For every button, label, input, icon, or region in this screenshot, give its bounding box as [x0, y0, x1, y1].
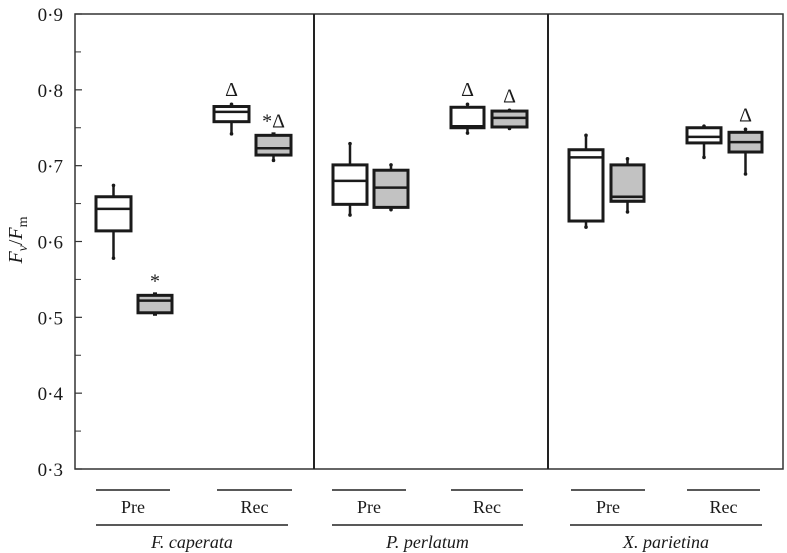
phase-label: Pre — [357, 497, 381, 517]
iqr-box — [449, 105, 486, 130]
box-white-pre — [331, 141, 369, 217]
box-white-rec: Δ — [449, 79, 486, 135]
iqr-box — [212, 105, 251, 124]
iqr-box — [331, 163, 369, 206]
svg-text:Fv/Fm: Fv/Fm — [5, 216, 31, 264]
significance-annotation: * — [150, 270, 160, 292]
box-series: *Δ*ΔΔ ΔΔ — [94, 79, 764, 316]
box-white-rec: Δ — [212, 79, 251, 136]
phase-label: Rec — [473, 497, 501, 517]
iqr-box — [685, 126, 723, 145]
box-grey-rec: Δ — [490, 85, 529, 131]
iqr-box — [609, 163, 646, 203]
y-tick-label: 0·7 — [38, 157, 63, 178]
y-axis-label: Fv/Fm — [5, 216, 31, 264]
plot-border — [74, 13, 784, 470]
y-tick-label: 0·4 — [38, 384, 64, 405]
y-tick-label: 0·6 — [38, 233, 63, 254]
significance-annotation: Δ — [225, 79, 238, 101]
iqr-box — [94, 195, 133, 233]
box-grey-pre — [372, 163, 410, 212]
y-tick-label: 0·3 — [38, 460, 63, 481]
significance-annotation: *Δ — [262, 110, 285, 132]
y-tick-label: 0·9 — [38, 5, 63, 26]
box-white-rec — [685, 124, 723, 160]
phase-label: Rec — [710, 497, 738, 517]
iqr-box — [567, 148, 605, 223]
phase-label: Pre — [596, 497, 620, 517]
phase-label: Rec — [241, 497, 269, 517]
box-grey-rec: Δ — [727, 104, 764, 176]
box-white-pre — [94, 183, 133, 260]
box-grey-pre — [609, 157, 646, 214]
box-grey-pre: * — [136, 270, 174, 316]
y-tick-label: 0·5 — [38, 308, 63, 329]
y-tick-label: 0·8 — [38, 81, 63, 102]
iqr-box — [136, 293, 174, 315]
species-label: X. parietina — [622, 532, 709, 552]
species-group-label: Pre Rec F. caperata — [96, 489, 292, 552]
y-axis: 0·3 0·4 0·5 0·6 0·7 0·8 0·9 — [38, 5, 82, 481]
box-white-pre — [567, 133, 605, 229]
significance-annotation: Δ — [739, 104, 752, 126]
iqr-box — [254, 133, 293, 157]
species-label: F. caperata — [150, 532, 233, 552]
phase-label: Pre — [121, 497, 145, 517]
significance-annotation: Δ — [461, 79, 474, 101]
plot-frame — [74, 13, 784, 470]
species-label: P. perlatum — [385, 532, 469, 552]
significance-annotation: Δ — [503, 85, 516, 107]
box-grey-rec: *Δ — [254, 110, 293, 163]
